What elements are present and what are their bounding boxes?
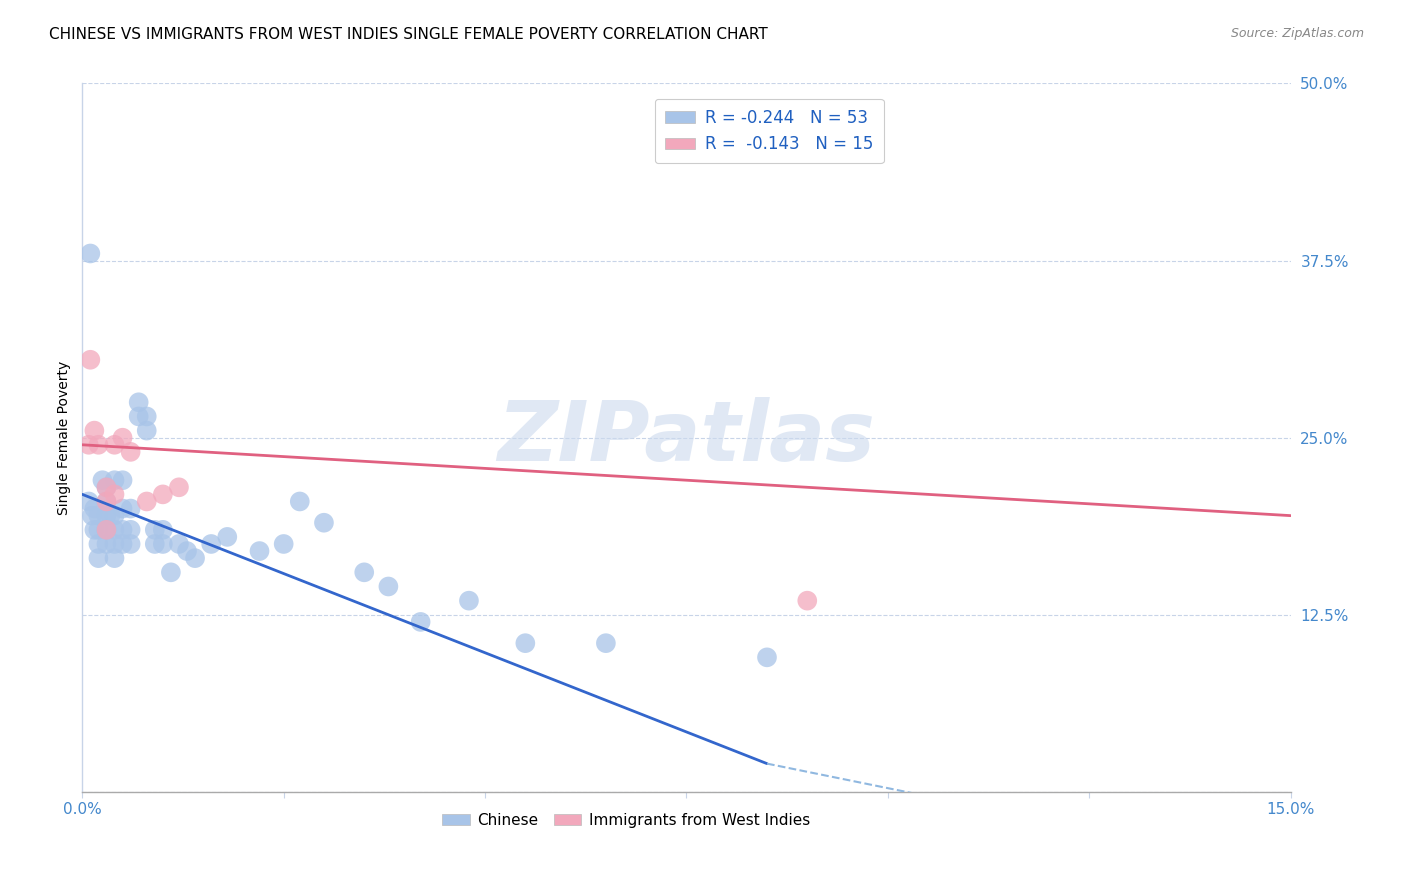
- Point: [103, 508, 125, 523]
- Point: [103, 537, 125, 551]
- Point: [103, 551, 125, 566]
- Point: [80, 508, 103, 523]
- Point: [515, 636, 537, 650]
- Point: [143, 523, 166, 537]
- Point: [111, 501, 134, 516]
- Point: [83, 501, 105, 516]
- Point: [96, 494, 118, 508]
- Point: [87, 551, 110, 566]
- Point: [111, 523, 134, 537]
- Point: [77, 438, 100, 452]
- Point: [288, 494, 311, 508]
- Point: [120, 501, 142, 516]
- Point: [96, 537, 118, 551]
- Point: [91, 473, 114, 487]
- Point: [595, 636, 617, 650]
- Point: [152, 523, 174, 537]
- Legend: Chinese, Immigrants from West Indies: Chinese, Immigrants from West Indies: [436, 806, 815, 834]
- Point: [87, 537, 110, 551]
- Point: [87, 508, 110, 523]
- Point: [100, 508, 122, 523]
- Point: [87, 438, 110, 452]
- Point: [377, 579, 399, 593]
- Point: [796, 593, 818, 607]
- Point: [111, 473, 134, 487]
- Point: [87, 523, 110, 537]
- Point: [152, 487, 174, 501]
- Point: [135, 424, 157, 438]
- Point: [167, 537, 190, 551]
- Point: [200, 537, 222, 551]
- Y-axis label: Single Female Poverty: Single Female Poverty: [58, 360, 72, 515]
- Point: [120, 537, 142, 551]
- Point: [103, 523, 125, 537]
- Text: Source: ZipAtlas.com: Source: ZipAtlas.com: [1230, 27, 1364, 40]
- Point: [111, 537, 134, 551]
- Point: [96, 523, 118, 537]
- Point: [77, 494, 100, 508]
- Point: [756, 650, 779, 665]
- Point: [96, 480, 118, 494]
- Point: [120, 523, 142, 537]
- Point: [96, 494, 118, 508]
- Point: [458, 593, 481, 607]
- Point: [152, 537, 174, 551]
- Point: [96, 480, 118, 494]
- Point: [120, 445, 142, 459]
- Point: [83, 523, 105, 537]
- Point: [111, 431, 134, 445]
- Point: [103, 487, 125, 501]
- Point: [184, 551, 207, 566]
- Point: [217, 530, 239, 544]
- Point: [176, 544, 198, 558]
- Point: [128, 409, 150, 424]
- Point: [128, 395, 150, 409]
- Point: [103, 438, 125, 452]
- Point: [160, 566, 183, 580]
- Point: [135, 494, 157, 508]
- Point: [143, 537, 166, 551]
- Point: [103, 473, 125, 487]
- Point: [96, 523, 118, 537]
- Point: [312, 516, 335, 530]
- Point: [96, 508, 118, 523]
- Point: [135, 409, 157, 424]
- Point: [353, 566, 375, 580]
- Point: [409, 615, 432, 629]
- Point: [273, 537, 295, 551]
- Point: [167, 480, 190, 494]
- Text: CHINESE VS IMMIGRANTS FROM WEST INDIES SINGLE FEMALE POVERTY CORRELATION CHART: CHINESE VS IMMIGRANTS FROM WEST INDIES S…: [49, 27, 768, 42]
- Text: ZIPatlas: ZIPatlas: [498, 397, 876, 478]
- Point: [83, 424, 105, 438]
- Point: [249, 544, 271, 558]
- Point: [79, 246, 101, 260]
- Point: [79, 352, 101, 367]
